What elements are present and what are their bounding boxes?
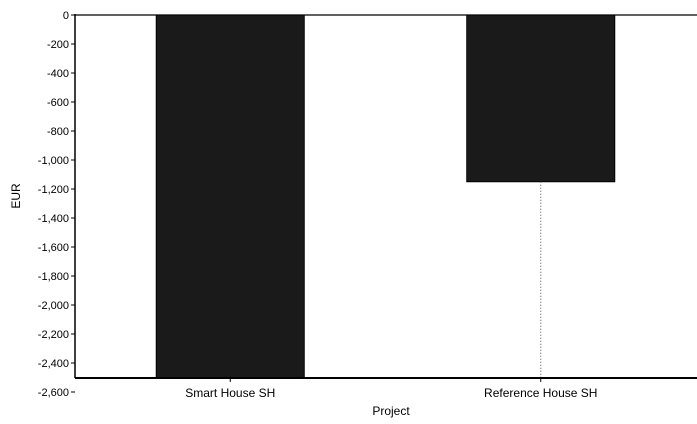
x-axis-ticks: Smart House SH Reference House SH <box>185 378 597 400</box>
y-axis-label: EUR <box>9 183 23 209</box>
x-tick-label: Reference House SH <box>484 386 597 400</box>
y-tick-label: -1,400 <box>38 213 69 225</box>
y-tick-label: -2,200 <box>38 329 69 341</box>
y-tick-label: -1,600 <box>38 242 69 254</box>
y-tick-label: -2,000 <box>38 300 69 312</box>
x-tick-label: Smart House SH <box>185 386 275 400</box>
y-tick-label: 0 <box>63 10 69 22</box>
y-tick-label: -1,000 <box>38 155 69 167</box>
y-tick-label: -400 <box>47 68 69 80</box>
y-tick-label: -200 <box>47 39 69 51</box>
y-axis-ticks: 0 -200 -400 -600 -800 -1,000 -1,200 -1,400 -1,60… <box>38 10 75 399</box>
y-tick-label: -2,600 <box>38 387 69 399</box>
y-tick-label: -2,400 <box>38 358 69 370</box>
bar <box>466 14 616 183</box>
bars-group <box>75 14 697 378</box>
x-axis-label: Project <box>372 404 410 418</box>
bar <box>155 14 305 378</box>
y-tick-label: -1,200 <box>38 184 69 196</box>
y-tick-label: -800 <box>47 126 69 138</box>
y-tick-label: -600 <box>47 97 69 109</box>
y-tick-label: -1,800 <box>38 271 69 283</box>
